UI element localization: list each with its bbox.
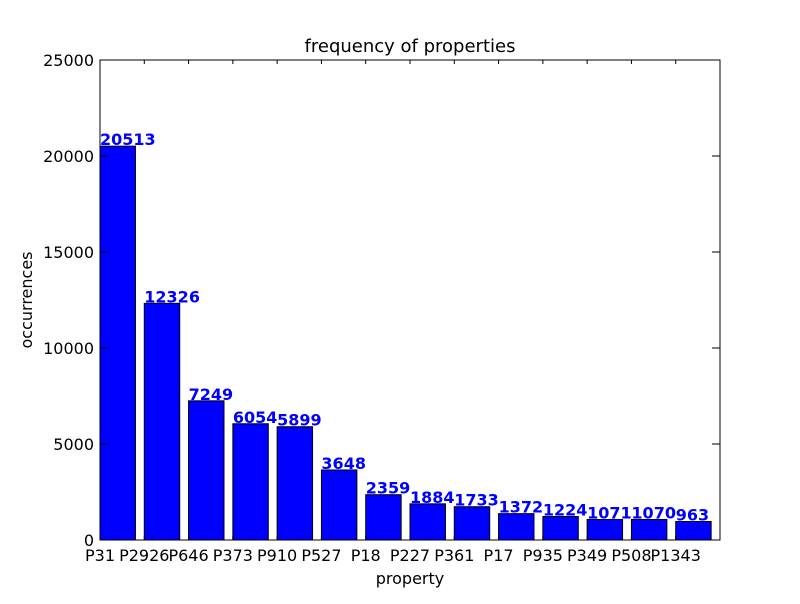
y-tick-label: 20000 (43, 147, 94, 166)
data-label-P935: 1224 (543, 501, 588, 520)
x-tick-label-P227: P227 (390, 546, 430, 565)
y-tick-label: 0 (84, 531, 94, 550)
data-label-P31: 20513 (100, 130, 156, 149)
data-label-P910: 5899 (277, 411, 322, 430)
x-tick-label-P18: P18 (351, 546, 381, 565)
x-tick-label-P910: P910 (257, 546, 297, 565)
y-tick-label: 10000 (43, 339, 94, 358)
data-label-P2926: 12326 (144, 287, 200, 306)
x-tick-label-P31: P31 (85, 546, 115, 565)
bar-P646 (188, 400, 225, 541)
bars-layer (99, 145, 712, 541)
bar-P349 (586, 518, 624, 541)
x-tick-label-P1343: P1343 (651, 546, 701, 565)
chart-title: frequency of properties (305, 36, 516, 57)
bar-P18 (365, 494, 402, 541)
x-axis-label: property (376, 569, 445, 588)
plot-area-frame (99, 59, 721, 541)
bar-P508 (630, 518, 668, 541)
data-label-P1343: 963 (676, 506, 709, 525)
y-tick-label: 5000 (53, 435, 94, 454)
data-label-P227: 1884 (410, 488, 455, 507)
x-tick-label-P527: P527 (301, 546, 341, 565)
bar-P910 (276, 426, 314, 541)
x-tick-label-P935: P935 (523, 546, 563, 565)
bar-P361 (453, 506, 491, 541)
bar-P935 (542, 516, 579, 541)
data-label-P527: 3648 (321, 454, 366, 473)
data-label-P373: 6054 (233, 408, 278, 427)
data-label-P17: 1372 (499, 498, 544, 517)
x-tick-label-P361: P361 (434, 546, 474, 565)
data-label-P349: 1071 (587, 503, 632, 522)
y-tick-label: 15000 (43, 243, 94, 262)
data-label-P508: 1070 (631, 503, 676, 522)
bar-P2926 (143, 302, 181, 541)
bar-P373 (232, 423, 269, 541)
bar-P17 (498, 513, 535, 541)
x-tick-label-P349: P349 (567, 546, 607, 565)
x-tick-label-P646: P646 (168, 546, 208, 565)
bar-P227 (409, 503, 446, 541)
x-tick-label-P373: P373 (213, 546, 253, 565)
data-label-P646: 7249 (189, 385, 234, 404)
bar-P527 (320, 469, 358, 541)
bar-P31 (99, 145, 136, 541)
data-label-P18: 2359 (366, 479, 411, 498)
data-label-P361: 1733 (454, 491, 499, 510)
y-axis-label: occurrences (17, 251, 36, 348)
x-tick-label-P17: P17 (484, 546, 514, 565)
x-tick-label-P2926: P2926 (119, 546, 169, 565)
y-tick-label: 25000 (43, 51, 94, 70)
x-tick-label-P508: P508 (611, 546, 651, 565)
